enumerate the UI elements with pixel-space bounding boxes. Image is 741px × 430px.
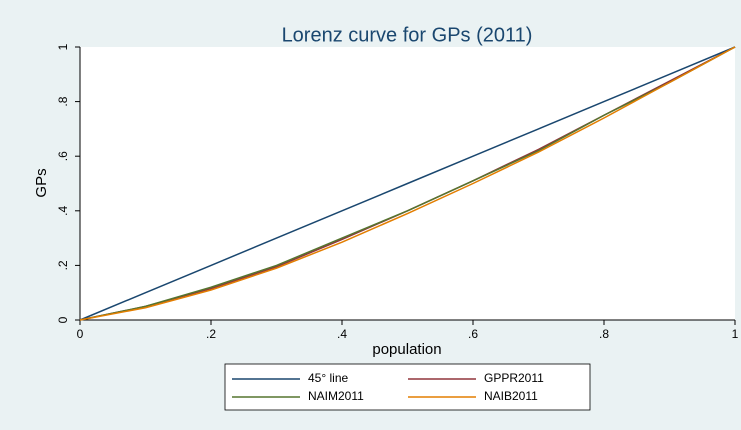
legend-label: NAIB2011 (484, 389, 538, 403)
x-tick-label: 0 (77, 327, 84, 341)
y-tick-label: 1 (56, 43, 70, 50)
y-tick-label: .2 (56, 260, 70, 270)
series-line (79, 46, 736, 321)
y-tick-label: .8 (56, 96, 70, 106)
x-tick-label: .4 (337, 327, 347, 341)
y-tick-label: 0 (56, 316, 70, 323)
y-tick-label: .4 (56, 205, 70, 215)
legend-label: NAIM2011 (308, 389, 364, 403)
series-line (79, 46, 736, 321)
x-axis-label: population (372, 341, 441, 358)
x-tick-label: .8 (599, 327, 609, 341)
legend-label: GPPR2011 (484, 371, 544, 385)
chart-title: Lorenz curve for GPs (2011) (282, 24, 533, 46)
y-axis-label: GPs (33, 168, 50, 197)
y-tick-label: .6 (56, 151, 70, 161)
series-line (79, 46, 736, 321)
x-tick-label: .6 (468, 327, 478, 341)
legend-label: 45° line (308, 371, 348, 385)
x-tick-label: 1 (732, 327, 739, 341)
legend-box (224, 363, 591, 411)
x-tick-label: .2 (206, 327, 216, 341)
